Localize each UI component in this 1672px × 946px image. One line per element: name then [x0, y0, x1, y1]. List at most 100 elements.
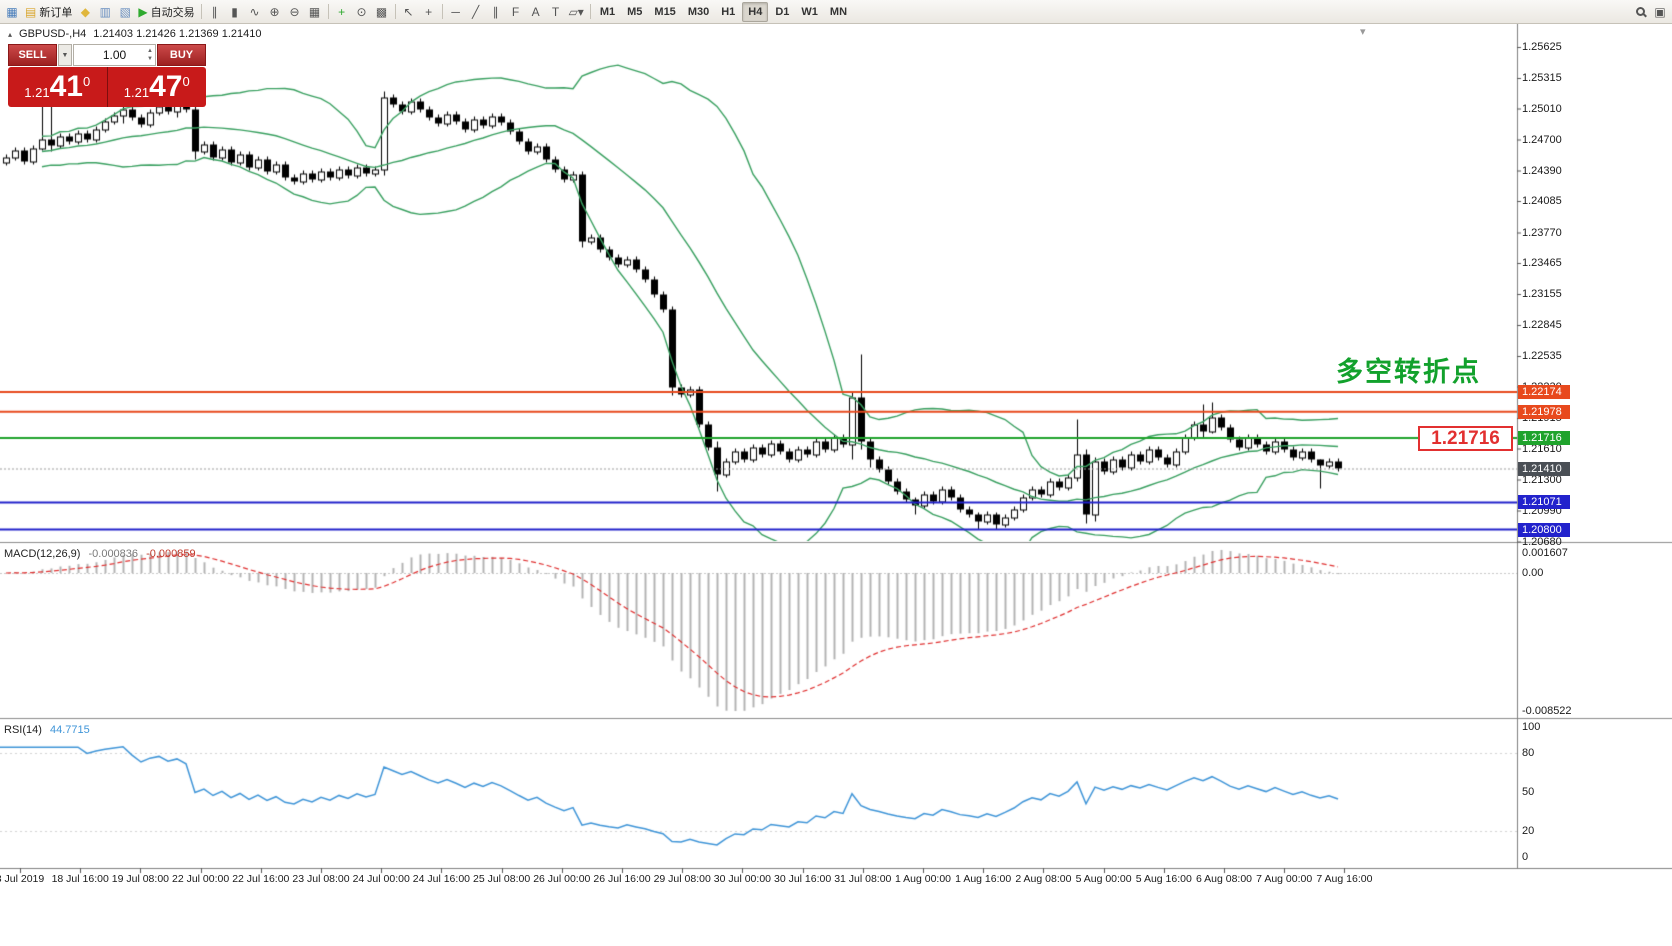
- timeframe-mn-button[interactable]: MN: [829, 5, 848, 18]
- toolbar: ▦ ▤ 新订单 ◆ ▥ ▧ ▶ 自动交易 ∥ ▮ ∿ ⊕ ⊖ ▦ + ⊙ ▩ ↖ + ─ ╱ ∥ F A T ▱▾ M1 M5 M15…: [0, 0, 1672, 24]
- fibonacci-button[interactable]: F: [506, 2, 526, 22]
- navigator-button[interactable]: ▧: [115, 2, 135, 22]
- collapse-triangle-icon[interactable]: ▴: [8, 29, 13, 39]
- price-axis-label: 1.21610: [1522, 442, 1562, 455]
- time-axis-label: 7 Aug 16:00: [1316, 873, 1373, 885]
- tile-windows-button[interactable]: ▦: [305, 2, 325, 22]
- zoom-out-icon: ⊖: [289, 4, 300, 19]
- price-axis-label: 1.24085: [1522, 195, 1562, 207]
- timeframe-m15-button[interactable]: M15: [654, 5, 676, 18]
- new-order-icon: ▤: [25, 4, 37, 19]
- hline-price-tag[interactable]: 1.20800: [1518, 522, 1570, 537]
- timeframe-m1-button[interactable]: M1: [599, 5, 616, 18]
- chart-shift-marker-icon[interactable]: ▾: [1360, 26, 1366, 38]
- timeframe-h4-button[interactable]: H4: [742, 1, 769, 22]
- sell-price-panel[interactable]: 1.21 41 0: [8, 67, 108, 107]
- market-watch-button[interactable]: ▥: [95, 2, 115, 22]
- new-window-button[interactable]: ▣: [1650, 2, 1670, 22]
- new-order-button[interactable]: ▤ 新订单: [22, 2, 75, 22]
- chart-annotation-text[interactable]: 多空转折点: [1336, 357, 1481, 387]
- toolbar-right-group: ▣: [1630, 2, 1670, 22]
- macd-axis-zero-label: 0.00: [1522, 567, 1544, 579]
- time-axis-label: 26 Jul 00:00: [533, 873, 591, 885]
- hline-price-tag[interactable]: 1.21978: [1518, 404, 1570, 419]
- timeframe-h1-button[interactable]: H1: [721, 5, 736, 18]
- line-chart-type-button[interactable]: ∿: [245, 2, 265, 22]
- hline-price-tag[interactable]: 1.21071: [1518, 495, 1570, 510]
- volume-spinner: ▲ ▼: [147, 47, 153, 63]
- cursor-icon: ↖: [403, 4, 414, 19]
- sell-button[interactable]: SELL: [8, 44, 57, 66]
- buy-price-prefix: 1.21: [123, 84, 150, 100]
- rsi-value: 44.7715: [49, 724, 90, 736]
- rsi-axis-label: 20: [1522, 825, 1535, 837]
- equidistant-channel-button[interactable]: ∥: [486, 2, 506, 22]
- time-axis-label: 5 Aug 00:00: [1075, 873, 1132, 885]
- price-axis-label: 1.23155: [1522, 288, 1562, 300]
- sell-price-big: 41: [49, 70, 83, 103]
- navigator-icon: ▧: [119, 4, 132, 19]
- templates-button[interactable]: ▩: [372, 2, 392, 22]
- timeframe-m5-button[interactable]: M5: [627, 5, 643, 18]
- new-chart-button[interactable]: ▦: [2, 2, 22, 22]
- price-axis-label: 1.21300: [1522, 473, 1562, 486]
- trendline-button[interactable]: ╱: [466, 2, 486, 22]
- search-button[interactable]: [1630, 2, 1650, 22]
- bar-chart-type-icon: ∥: [211, 4, 218, 19]
- candlestick-type-button[interactable]: ▮: [225, 2, 245, 22]
- time-axis-label: 7 Aug 00:00: [1256, 873, 1313, 885]
- time-axis-label: 1 Aug 16:00: [955, 873, 1012, 885]
- main-macd-splitter[interactable]: [0, 541, 1672, 545]
- zoom-out-button[interactable]: ⊖: [285, 2, 305, 22]
- price-scale[interactable]: 1.25625 1.25315 1.25010 1.24700 1.24390 1.240…: [1517, 24, 1672, 868]
- trade-widget-prices: 1.21 41 0 1.21 47 0: [8, 67, 206, 107]
- rsi-indicator-name: RSI(14): [4, 724, 42, 736]
- time-scale[interactable]: 8 Jul 2019 18 Jul 16:00 19 Jul 08:00 22 Jul…: [0, 868, 1672, 894]
- rsi-axis-label: 80: [1522, 747, 1535, 759]
- arrows-button[interactable]: ▱▾: [566, 2, 587, 22]
- toolbar-separator: [327, 4, 329, 19]
- timeframe-w1-button[interactable]: W1: [801, 5, 818, 18]
- price-chart-canvas[interactable]: [0, 24, 1672, 946]
- volume-down-button[interactable]: ▼: [147, 56, 153, 62]
- mql-community-button[interactable]: ◆: [75, 2, 95, 22]
- time-axis-label: 22 Jul 16:00: [232, 873, 290, 885]
- timeframe-d1-button[interactable]: D1: [775, 5, 790, 18]
- cursor-button[interactable]: ↖: [399, 2, 419, 22]
- volume-value: 1.00: [102, 48, 127, 62]
- text-icon: A: [531, 4, 540, 19]
- volume-up-button[interactable]: ▲: [147, 48, 153, 54]
- horizontal-line-button[interactable]: ─: [446, 2, 466, 22]
- toolbar-separator: [394, 4, 396, 19]
- buy-button[interactable]: BUY: [157, 44, 206, 66]
- text-label-button[interactable]: T: [546, 2, 566, 22]
- zoom-in-button[interactable]: ⊕: [265, 2, 285, 22]
- macd-indicator-name: MACD(12,26,9): [4, 548, 81, 560]
- hline-price-tag[interactable]: 1.21716: [1518, 430, 1570, 445]
- hline-price-tag[interactable]: 1.22174: [1518, 385, 1570, 400]
- timeframe-m30-button[interactable]: M30: [687, 5, 710, 18]
- periods-button[interactable]: ⊙: [352, 2, 372, 22]
- order-type-dropdown[interactable]: ▼: [58, 44, 72, 66]
- new-window-icon: ▣: [1654, 4, 1666, 19]
- macd-rsi-splitter[interactable]: [0, 717, 1672, 721]
- time-axis-label: 2 Aug 08:00: [1015, 873, 1072, 885]
- new-chart-icon: ▦: [6, 4, 18, 19]
- price-callout-box[interactable]: 1.21716: [1418, 426, 1513, 451]
- macd-axis-min-label: -0.008522: [1522, 705, 1572, 717]
- autotrading-button[interactable]: ▶ 自动交易: [135, 2, 197, 22]
- buy-price-panel[interactable]: 1.21 47 0: [107, 67, 206, 107]
- autotrading-icon: ▶: [138, 4, 148, 19]
- indicators-button[interactable]: +: [332, 2, 352, 22]
- one-click-trading-widget: SELL ▼ 1.00 ▲ ▼ BUY 1.21 41 0 1: [8, 44, 206, 107]
- text-button[interactable]: A: [526, 2, 546, 22]
- price-axis-label: 1.24700: [1522, 133, 1562, 146]
- volume-input[interactable]: 1.00 ▲ ▼: [73, 44, 156, 66]
- crosshair-button[interactable]: +: [419, 2, 439, 22]
- time-axis-label: 30 Jul 00:00: [713, 873, 771, 885]
- toolbar-separator: [589, 4, 591, 19]
- macd-indicator-label: MACD(12,26,9) -0.000836 -0.000859: [4, 548, 196, 560]
- toolbar-main-group: ▦ ▤ 新订单 ◆ ▥ ▧ ▶ 自动交易 ∥ ▮ ∿ ⊕ ⊖ ▦ + ⊙ ▩ ↖ + ─ ╱ ∥ F A T ▱▾: [2, 2, 594, 22]
- bar-chart-type-button[interactable]: ∥: [205, 2, 225, 22]
